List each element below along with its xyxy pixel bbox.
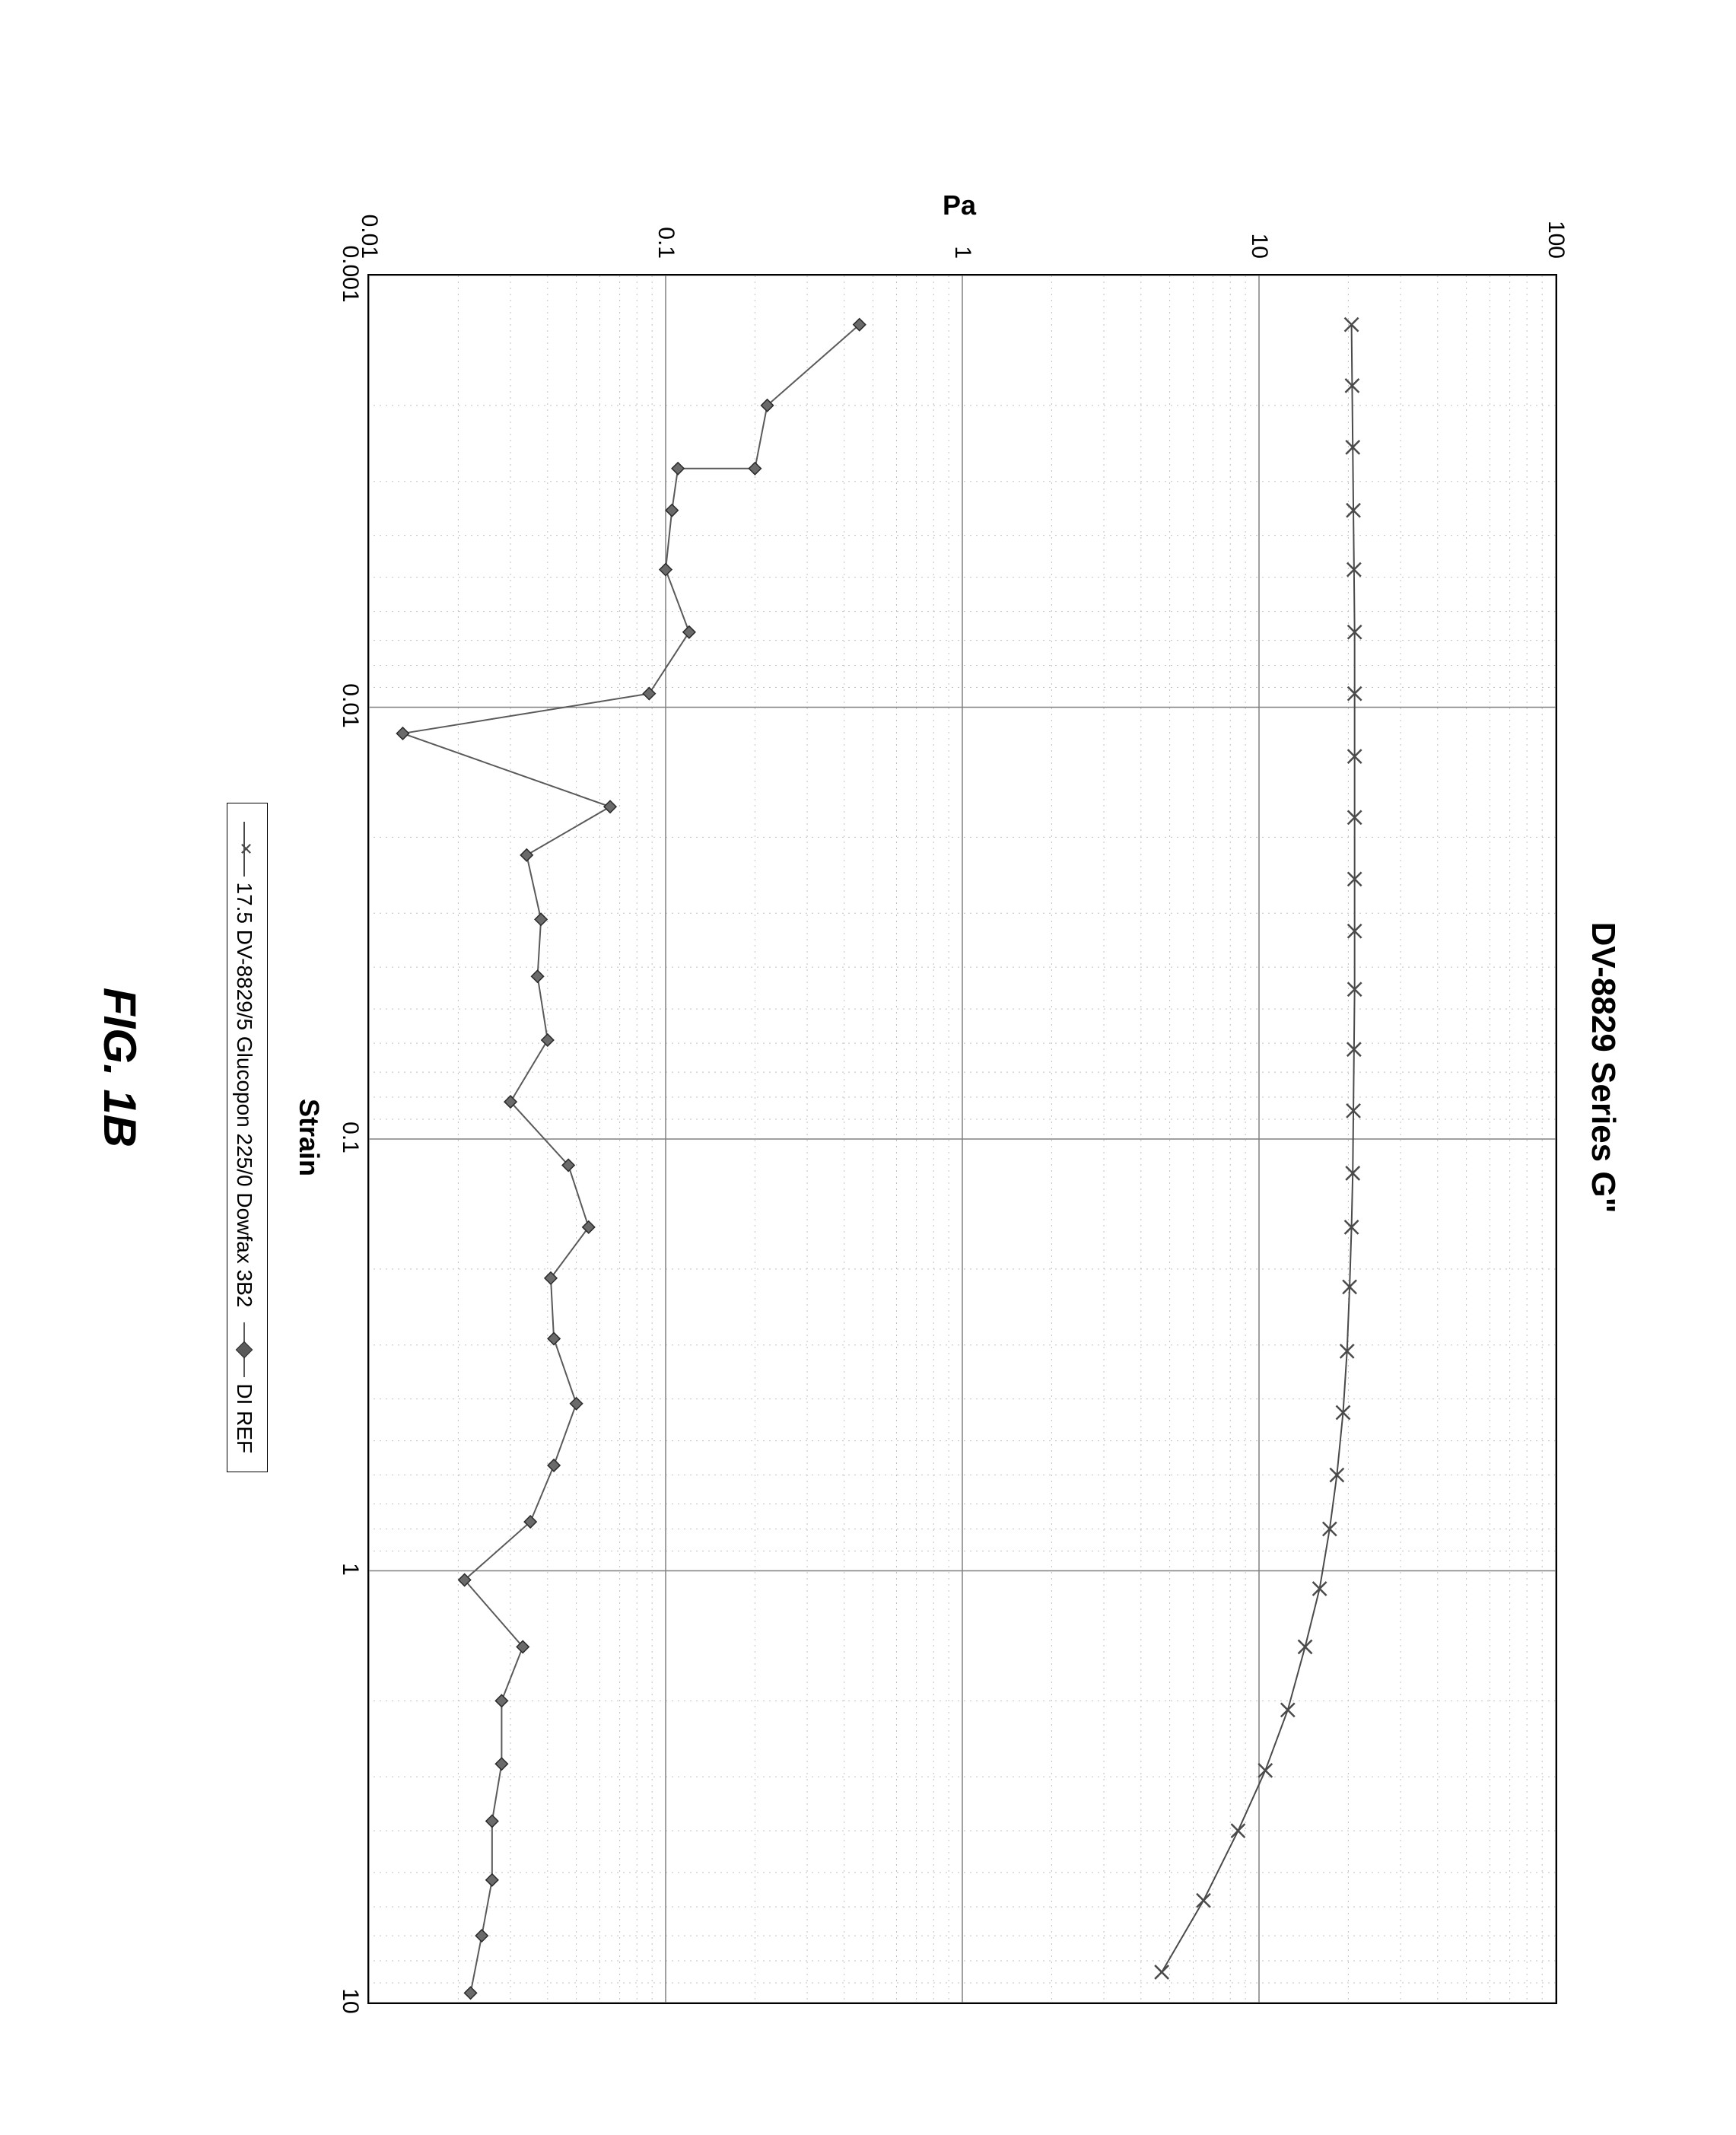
series-line-1	[402, 325, 859, 1993]
legend-label: 17.5 DV-8829/5 Glucopon 225/0 Dowfax 3B2	[232, 883, 256, 1308]
y-tick-label: 0.1	[653, 167, 679, 259]
legend-label: DI REF	[232, 1383, 256, 1453]
legend: 17.5 DV-8829/5 Glucopon 225/0 Dowfax 3B2…	[227, 803, 268, 1473]
page: DV-8829 Series G" Pa 0.010.1110100 0.001…	[0, 0, 1736, 2135]
figure-caption: FIG. 1B	[94, 0, 146, 2135]
x-tick-label: 0.1	[337, 1092, 363, 1183]
y-tick-label: 1	[949, 167, 975, 259]
diamond-marker-icon	[243, 1322, 245, 1377]
legend-item-0: 17.5 DV-8829/5 Glucopon 225/0 Dowfax 3B2	[232, 822, 256, 1308]
landscape-content: DV-8829 Series G" Pa 0.010.1110100 0.001…	[0, 0, 1736, 2135]
x-marker-icon	[243, 822, 245, 877]
x-tick-label: 0.01	[337, 660, 363, 752]
chart-svg	[369, 275, 1556, 2003]
x-axis-label: Strain	[293, 274, 325, 2001]
y-tick-label: 10	[1246, 167, 1272, 259]
x-tick-label: 0.001	[337, 228, 363, 320]
series-line-0	[1162, 325, 1355, 1972]
x-tick-label: 10	[337, 1955, 363, 2047]
chart-title: DV-8829 Series G"	[1584, 0, 1622, 2135]
legend-item-1: DI REF	[232, 1322, 256, 1453]
plot-area	[367, 274, 1557, 2004]
y-tick-label: 100	[1543, 167, 1569, 259]
x-tick-label: 1	[337, 1524, 363, 1615]
